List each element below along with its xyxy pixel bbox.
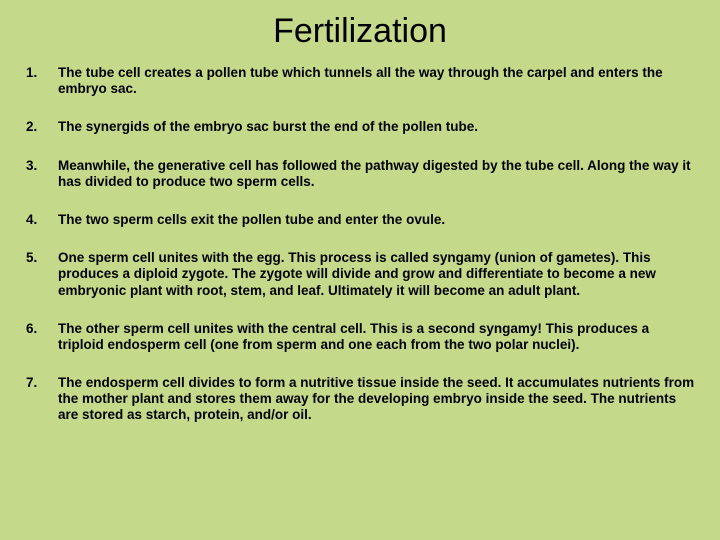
page-title: Fertilization [24, 12, 696, 51]
list-item: The tube cell creates a pollen tube whic… [24, 65, 696, 97]
list-item: Meanwhile, the generative cell has follo… [24, 158, 696, 190]
list-item: The endosperm cell divides to form a nut… [24, 375, 696, 424]
numbered-list: The tube cell creates a pollen tube whic… [24, 65, 696, 424]
list-item: The other sperm cell unites with the cen… [24, 321, 696, 353]
list-item: The two sperm cells exit the pollen tube… [24, 212, 696, 228]
list-item: One sperm cell unites with the egg. This… [24, 250, 696, 299]
list-item: The synergids of the embryo sac burst th… [24, 119, 696, 135]
